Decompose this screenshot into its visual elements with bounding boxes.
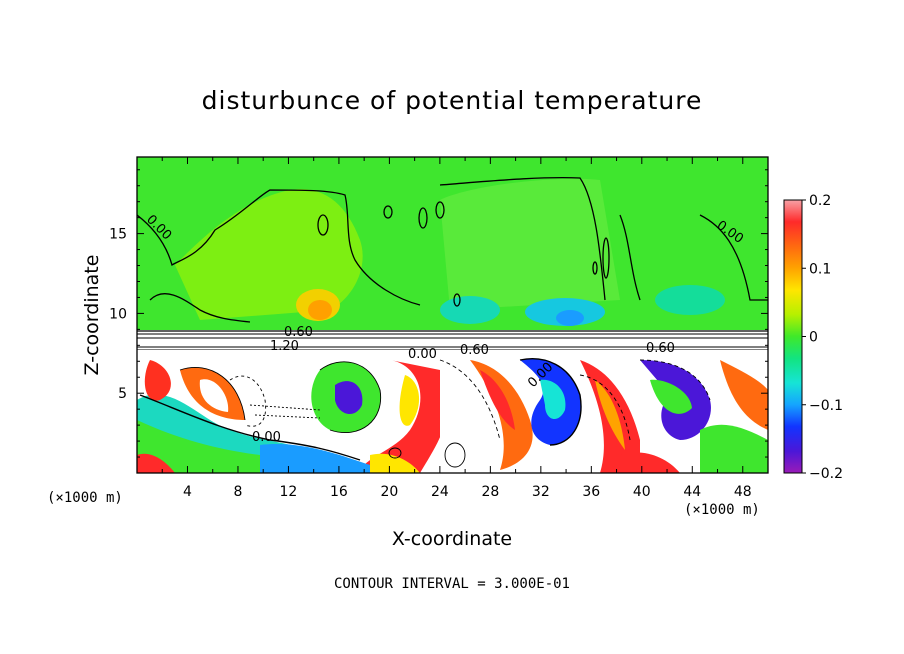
contour-label: 0.60 [284, 325, 313, 340]
y-axis: 5 10 15 [109, 169, 768, 458]
y-tick-label: 5 [118, 386, 127, 402]
y-tick-label: 15 [109, 227, 127, 243]
plot-frame [136, 156, 769, 474]
colorbar-tick-label: 0.1 [809, 261, 831, 277]
x-tick-label: 16 [330, 484, 348, 500]
colorbar-tick-label: 0.2 [809, 193, 831, 209]
x-axis: 4 8 12 16 20 24 28 32 36 40 44 48 [161, 157, 752, 500]
colorbar-tick-label: −0.2 [809, 466, 843, 482]
light-green-region [175, 189, 363, 320]
contour-lines [137, 176, 768, 323]
x-axis-label: X-coordinate [391, 528, 513, 550]
x-tick-label: 8 [233, 484, 242, 500]
x-unit-label: (×1000 m) [47, 490, 123, 506]
contour-label: 0.60 [460, 343, 489, 358]
colorbar-ticks: 0.2 0.1 0 −0.1 −0.2 [802, 193, 843, 482]
x-tick-label: 24 [431, 484, 449, 500]
x-tick-label: 28 [481, 484, 499, 500]
x-tick-label: 48 [734, 484, 752, 500]
chart-title: disturbunce of potential temperature [201, 86, 703, 115]
contour-label: 0.60 [646, 341, 675, 356]
inversion-band [137, 330, 768, 350]
x-unit-label: (×1000 m) [684, 502, 760, 518]
contour-interval-note: CONTOUR INTERVAL = 3.000E-01 [333, 576, 570, 592]
x-tick-label: 40 [633, 484, 651, 500]
y-axis-label: Z-coordinate [81, 254, 103, 376]
contour-label: 0.00 [252, 430, 281, 445]
heatmap-field [137, 157, 768, 473]
light-green-region [440, 178, 620, 310]
x-tick-label: 12 [280, 484, 298, 500]
x-tick-label: 20 [380, 484, 398, 500]
y-tick-label: 10 [109, 306, 127, 322]
colorbar: 0.2 0.1 0 −0.1 −0.2 [783, 193, 843, 482]
warm-anomaly [308, 300, 332, 320]
x-tick-label: 4 [183, 484, 192, 500]
x-tick-label: 44 [683, 484, 701, 500]
cold-anomaly [440, 296, 500, 324]
colorbar-tick-label: 0 [809, 330, 818, 346]
contour-label: 1.20 [270, 339, 299, 354]
colorbar-tick-label: −0.1 [809, 398, 843, 414]
x-tick-label: 36 [582, 484, 600, 500]
x-tick-label: 32 [532, 484, 550, 500]
colorbar-gradient [783, 199, 803, 474]
contour-label: 0.00 [408, 347, 437, 362]
cold-anomaly [556, 310, 584, 326]
contour-lines [139, 358, 711, 468]
cold-anomaly [655, 285, 725, 315]
